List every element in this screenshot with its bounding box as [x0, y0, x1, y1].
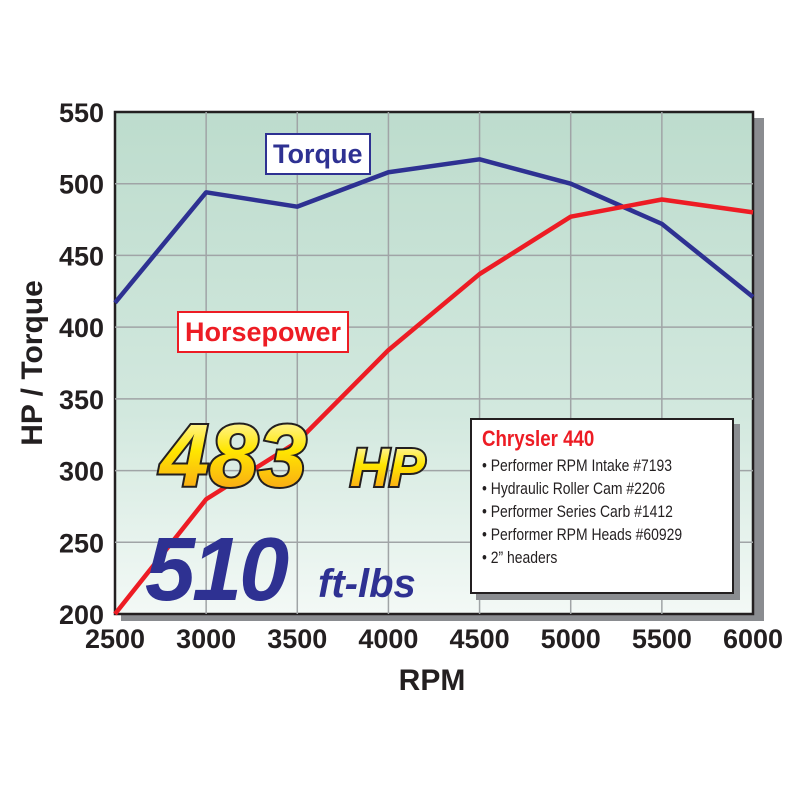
y-tick-label: 250 [59, 528, 104, 558]
torque-value-callout: 510 [145, 520, 289, 620]
info-item: • 2” headers [482, 548, 558, 567]
x-tick-label: 4000 [358, 624, 418, 654]
y-tick-label: 200 [59, 600, 104, 630]
x-tick-label: 5500 [632, 624, 692, 654]
y-axis-label: HP / Torque [16, 280, 49, 446]
series-line-torque [113, 157, 755, 305]
legend-horsepower: Horsepower [177, 311, 350, 353]
y-tick-label: 350 [59, 385, 104, 415]
x-tick-label: 2500 [85, 624, 145, 654]
hp-value-callout: 483 [158, 406, 307, 505]
x-tick-label: 3000 [176, 624, 236, 654]
engine-title: Chrysler 440 [482, 426, 595, 451]
x-tick-label: 6000 [723, 624, 783, 654]
x-tick-label: 5000 [541, 624, 601, 654]
torque-unit-callout: ft-lbs [318, 562, 416, 606]
y-tick-label: 500 [59, 170, 104, 200]
info-item: • Hydraulic Roller Cam #2206 [482, 479, 666, 498]
x-tick-label: 4500 [450, 624, 510, 654]
x-tick-label: 3500 [267, 624, 327, 654]
y-tick-label: 400 [59, 313, 104, 343]
legend-torque: Torque [265, 133, 371, 175]
info-item: • Performer RPM Intake #7193 [482, 456, 673, 475]
hp-unit-callout: HP [350, 438, 426, 498]
info-item: • Performer Series Carb #1412 [482, 502, 673, 521]
engine-info-box: Chrysler 440 • Performer RPM Intake #719… [470, 418, 734, 594]
series-line-horsepower [113, 197, 754, 616]
y-tick-label: 450 [59, 241, 104, 271]
y-tick-label: 300 [59, 457, 104, 487]
info-item: • Performer RPM Heads #60929 [482, 525, 683, 544]
y-tick-label: 550 [59, 98, 104, 128]
x-axis-label: RPM [399, 664, 466, 697]
